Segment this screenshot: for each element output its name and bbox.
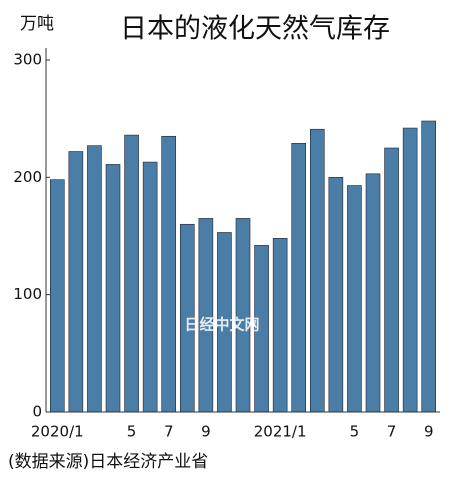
bar — [87, 145, 102, 413]
bar — [161, 135, 177, 413]
x-tick-label: 2021/1 — [254, 423, 307, 441]
bar — [384, 147, 399, 413]
bar — [142, 161, 158, 413]
bar — [105, 164, 121, 413]
bar — [49, 179, 65, 413]
x-tick-label: 9 — [201, 423, 211, 441]
source-note: (数据来源)日本经济产业省 — [8, 452, 208, 472]
x-tick-label: 5 — [350, 423, 360, 441]
x-tick-label: 5 — [127, 423, 137, 441]
y-tick-label: 100 — [13, 285, 42, 303]
chart-title: 日本的液化天然气库存 — [120, 14, 390, 45]
bar — [421, 120, 437, 413]
unit-label: 万吨 — [20, 14, 54, 34]
bar — [272, 238, 288, 413]
watermark: 日经中文网 — [184, 316, 259, 334]
y-tick-label: 0 — [32, 403, 42, 421]
x-tick-label: 9 — [424, 423, 434, 441]
x-tick-label: 7 — [164, 423, 174, 441]
y-tick-label: 200 — [13, 168, 42, 186]
bar — [402, 127, 418, 413]
x-tick-label: 7 — [387, 423, 397, 441]
bar — [365, 173, 381, 413]
bar — [68, 151, 84, 413]
bar — [291, 143, 307, 413]
bar — [328, 177, 344, 413]
x-tick-label: 2020/1 — [31, 423, 84, 441]
bar — [124, 134, 139, 413]
y-tick-label: 300 — [13, 51, 42, 69]
bar — [309, 128, 325, 413]
bar — [347, 185, 362, 413]
